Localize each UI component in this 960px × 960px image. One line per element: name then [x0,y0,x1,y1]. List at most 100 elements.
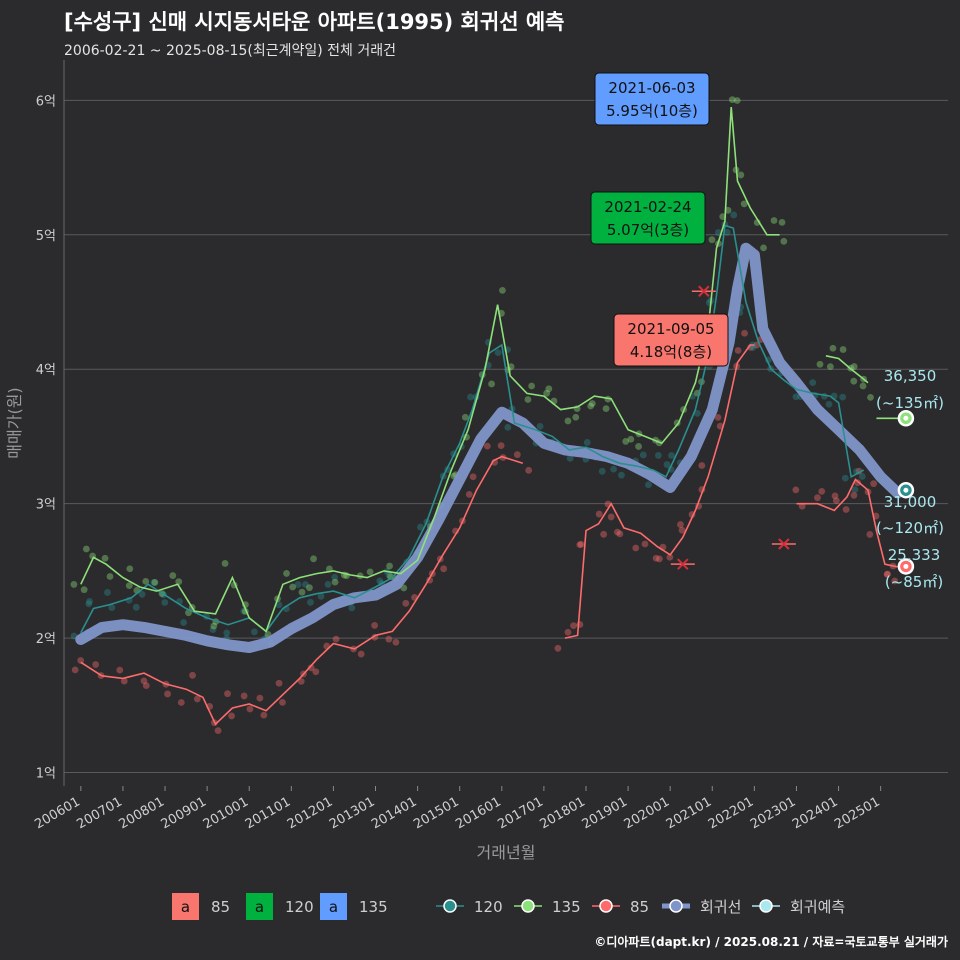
scatter-point-135 [839,346,847,353]
scatter-point-85 [497,442,505,449]
scatter-point-120 [331,573,339,581]
scatter-point-85 [814,494,821,502]
scatter-point-120 [494,349,502,357]
scatter-point-85 [525,466,533,474]
y-axis-label: 매매가(원) [5,387,24,458]
x-tick-label: 202201 [706,794,756,832]
series-line-85 [80,344,898,726]
scatter-point-135 [142,577,150,585]
scatter-point-120 [693,409,701,417]
scatter-point-85 [92,661,100,668]
scatter-point-85 [792,486,800,494]
legend-key-box-85 [172,893,199,920]
legend-dot-2 [599,899,613,913]
legend-label-line-3: 회귀선 [700,898,741,916]
scatter-point-120 [645,481,652,489]
scatter-point-120 [610,465,617,473]
scatter-point-120 [618,471,625,479]
legend-dot-4 [759,899,773,913]
legend-dot-0 [443,899,457,913]
prediction-area-label: (~120㎡) [876,519,944,537]
scatter-point-85 [312,668,320,676]
y-tick-label: 2억 [36,632,56,647]
scatter-point-85 [850,491,858,499]
scatter-point-135 [101,554,109,562]
scatter-point-135 [221,560,229,567]
scatter-point-120 [302,581,309,588]
scatter-point-135 [283,570,290,577]
x-tick-label: 201901 [580,794,630,832]
scatter-point-135 [627,435,635,443]
callout-date: 2021-09-05 [627,320,714,338]
x-tick-label: 201701 [495,794,545,832]
legend-key-letter: a [329,898,338,916]
scatter-point-135 [737,171,745,179]
x-tick-label: 201801 [537,794,587,832]
y-tick-label: 3억 [36,498,56,513]
scatter-point-135 [298,588,306,596]
callout-box-120 [590,191,706,245]
scatter-point-135 [70,581,78,588]
scatter-point-85 [607,513,615,521]
scatter-point-120 [598,467,606,475]
scatter-point-85 [655,555,663,563]
scatter-point-85 [698,462,706,469]
scatter-point-85 [469,473,477,481]
scatter-point-135 [386,562,393,570]
y-tick-label: 4억 [36,363,56,378]
series-line-regression [75,242,903,653]
prediction-point-center [903,563,909,569]
callout-box-135 [594,72,710,126]
scatter-point-135 [622,438,630,445]
x-tick-label: 202101 [664,794,714,832]
scatter-point-85 [332,635,340,643]
scatter-point-85 [891,577,899,585]
y-tick-label: 1억 [36,767,56,782]
callout-date: 2021-06-03 [608,79,695,97]
scatter-point-135 [859,382,867,390]
scatter-point-120 [504,423,512,431]
scatter-point-85 [564,628,572,636]
scatter-point-85 [632,544,640,552]
legend-label-line-1: 135 [552,898,581,916]
scatter-point-135 [780,237,788,245]
scatter-point-135 [778,218,786,226]
scatter-point-85 [392,638,400,646]
scatter-point-135 [125,582,133,590]
scatter-point-120 [324,581,332,588]
scatter-point-85 [831,492,839,500]
scatter-point-135 [829,344,837,352]
scatter-point-120 [307,598,314,606]
scatter-point-135 [572,413,580,421]
x-tick-label: 200601 [32,794,82,832]
x-marker [778,538,790,550]
scatter-point-135 [826,363,834,370]
scatter-point-135 [499,286,506,294]
scatter-point-120 [317,592,325,600]
scatter-point-120 [841,474,849,482]
legend-label-135: 135 [359,898,388,916]
scatter-point-135 [635,443,642,450]
scatter-point-135 [289,583,297,591]
scatter-point-85 [883,570,891,578]
scatter-point-135 [760,244,767,252]
scatter-point-85 [866,531,874,538]
scatter-point-120 [275,601,283,609]
scatter-point-85 [513,451,521,459]
scatter-point-85 [483,442,491,450]
scatter-point-135 [80,586,88,594]
scatter-point-135 [210,622,218,630]
scatter-point-120 [825,400,833,408]
scatter-point-120 [132,603,140,611]
scatter-point-85 [224,690,231,698]
scatter-point-135 [310,555,317,563]
scatter-point-120 [583,439,591,446]
scatter-point-120 [851,486,859,493]
x-tick-label: 202501 [832,794,882,832]
callout-box-85 [613,313,729,367]
scatter-point-135 [588,400,596,407]
scatter-point-85 [465,490,473,498]
scatter-point-85 [678,526,686,534]
scatter-point-135 [587,402,595,410]
scatter-point-85 [818,487,826,495]
